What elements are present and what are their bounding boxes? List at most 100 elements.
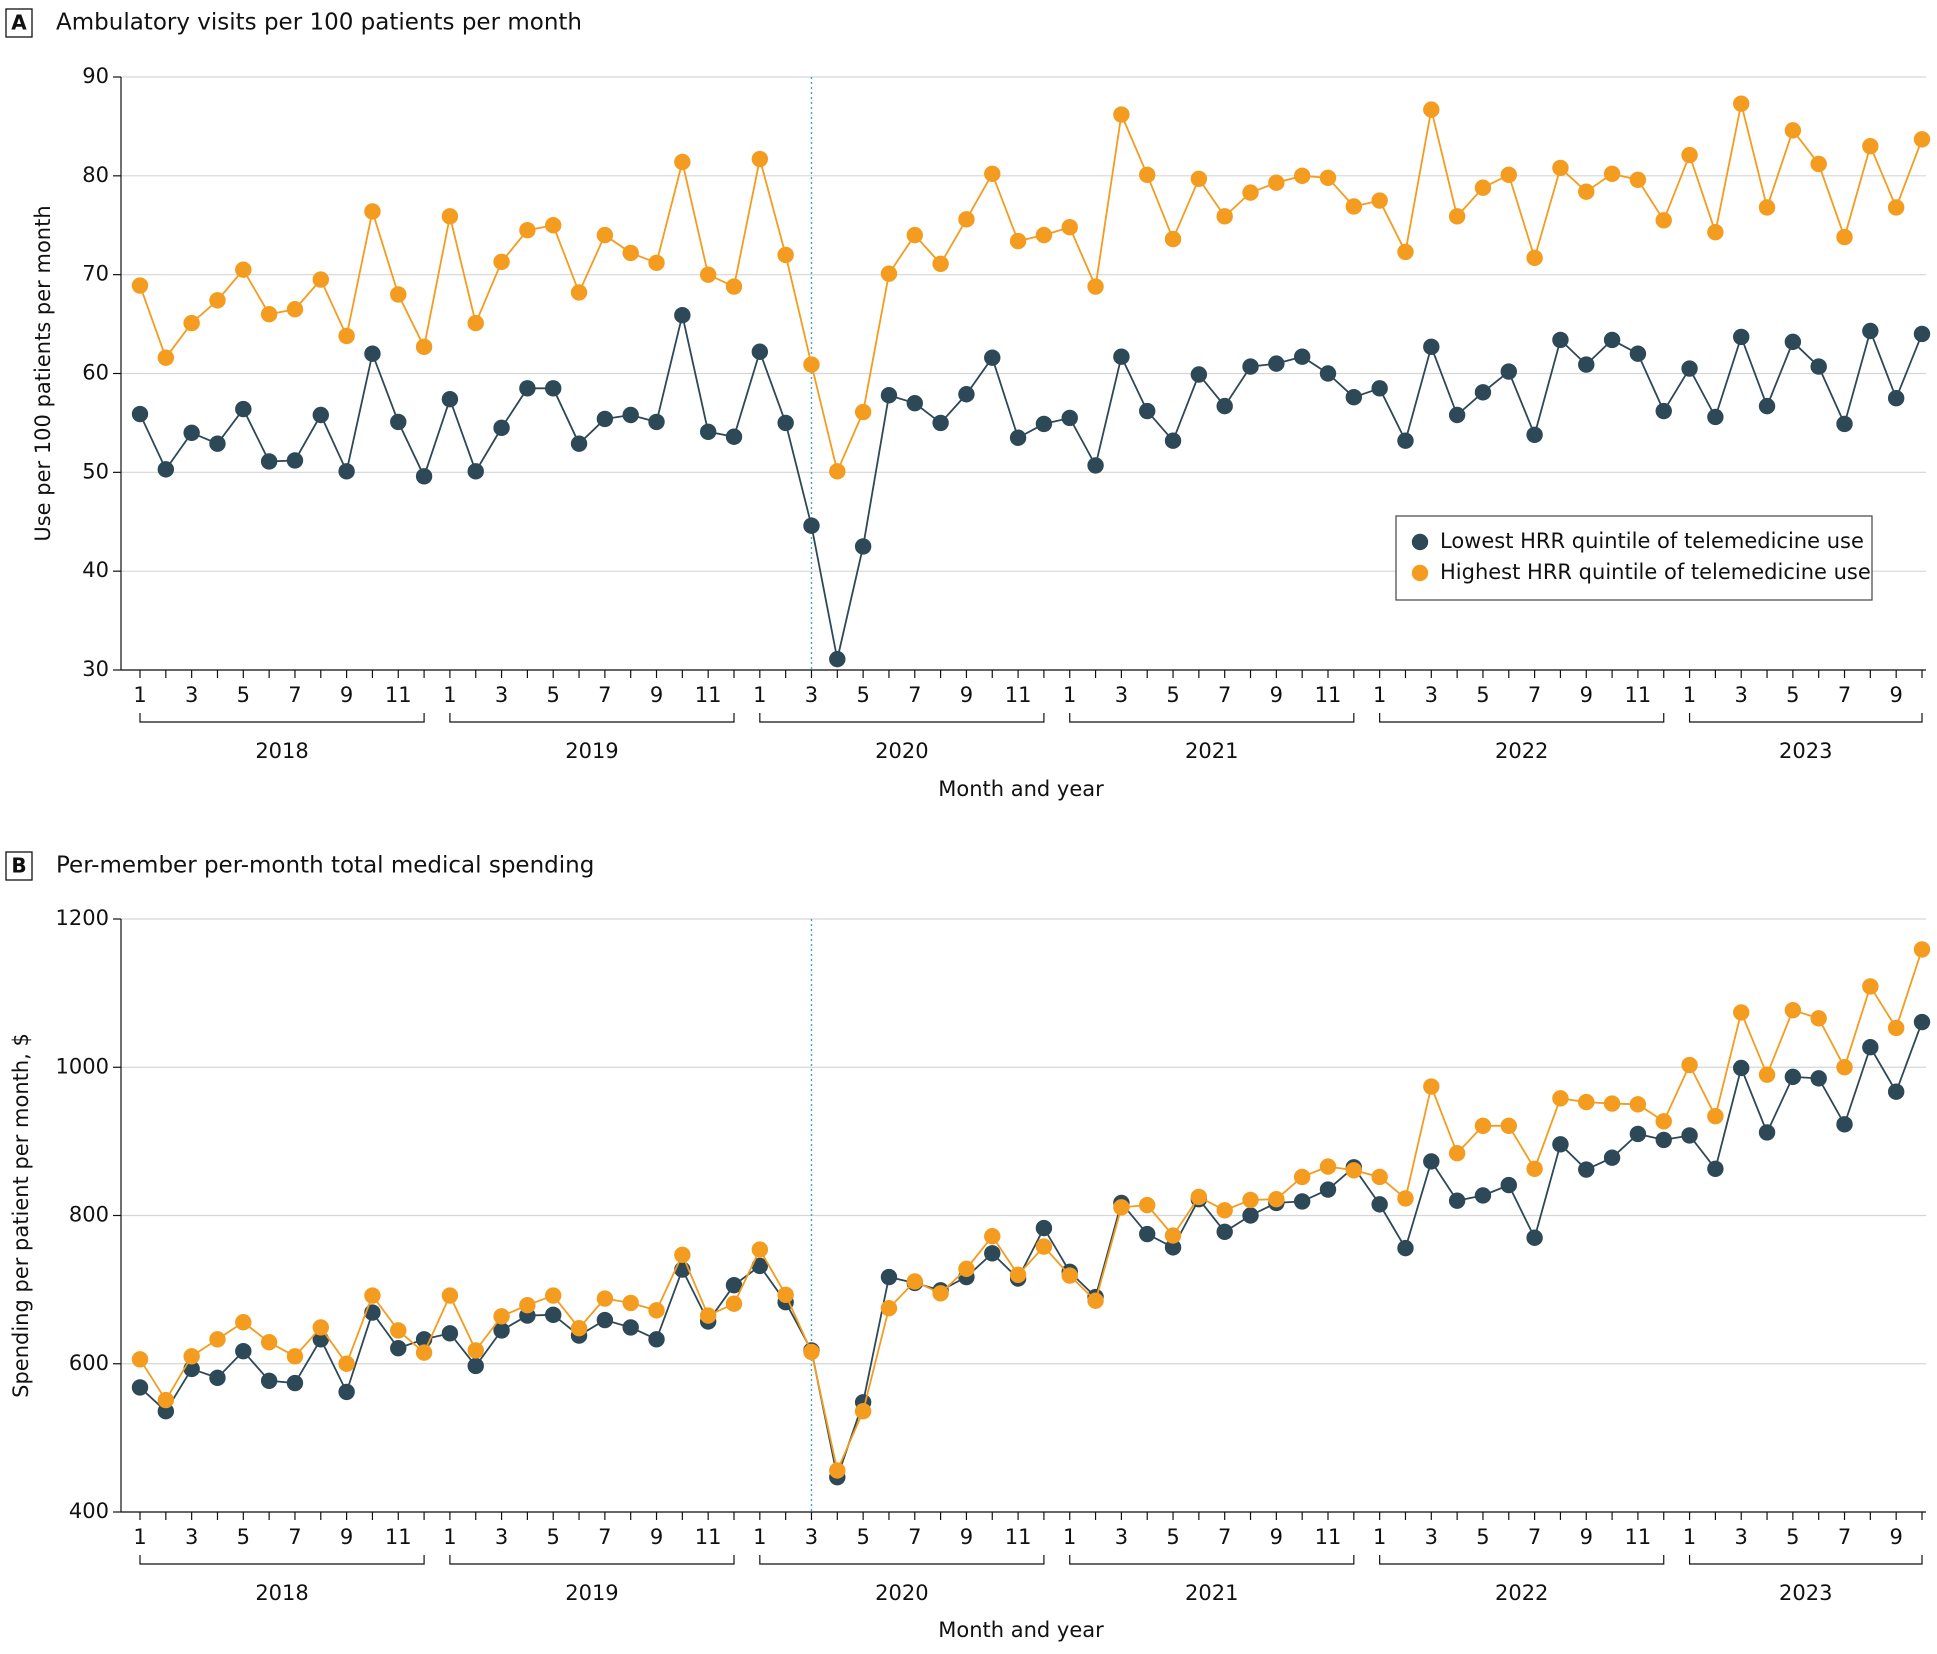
data-point xyxy=(1913,1013,1931,1031)
x-tick-label: 9 xyxy=(340,1525,353,1549)
data-point xyxy=(1319,365,1337,382)
data-point xyxy=(699,1307,717,1324)
data-point xyxy=(1836,1116,1853,1133)
data-point xyxy=(157,461,175,478)
data-point xyxy=(1035,1238,1053,1255)
data-point xyxy=(1887,1083,1905,1100)
data-point xyxy=(674,1246,691,1263)
data-point xyxy=(415,1344,433,1361)
x-tick-label: 5 xyxy=(547,1525,560,1549)
data-point xyxy=(1629,1125,1647,1143)
data-point xyxy=(441,390,459,408)
data-point xyxy=(415,338,433,356)
data-point xyxy=(131,1379,149,1396)
x-tick-label: 5 xyxy=(1166,1525,1179,1549)
data-point xyxy=(1397,1239,1414,1257)
data-point xyxy=(906,1273,923,1290)
group-label: 2022 xyxy=(1495,1581,1548,1605)
data-point xyxy=(183,1348,200,1365)
data-point xyxy=(1707,1160,1724,1178)
group-bracket xyxy=(449,713,735,723)
x-tick-label: 7 xyxy=(1218,1525,1231,1549)
x-tick-label: 1 xyxy=(753,1525,766,1549)
data-point xyxy=(1061,219,1078,236)
y-axis-label: Use per 100 patients per month xyxy=(31,205,55,541)
data-point xyxy=(364,1287,381,1304)
group-label: 2018 xyxy=(255,739,308,763)
data-point xyxy=(880,387,898,404)
panel-label: A xyxy=(11,11,27,35)
data-point xyxy=(958,1260,975,1278)
data-point xyxy=(596,410,614,428)
data-point xyxy=(390,1339,407,1357)
x-tick-label: 3 xyxy=(805,1525,818,1549)
data-point xyxy=(1397,243,1414,261)
x-tick-label: 3 xyxy=(1735,683,1748,707)
x-tick-label: 9 xyxy=(650,1525,663,1549)
x-tick-label: 1 xyxy=(1683,683,1696,707)
data-point xyxy=(1578,1093,1595,1111)
data-point xyxy=(932,255,949,272)
data-point xyxy=(1681,146,1698,164)
x-tick-label: 1 xyxy=(443,683,456,707)
data-point xyxy=(1862,137,1879,155)
data-point xyxy=(1190,170,1208,187)
data-point xyxy=(1733,95,1750,112)
data-point xyxy=(880,1268,898,1286)
data-point xyxy=(157,1391,175,1409)
x-tick-label: 1 xyxy=(1373,1525,1386,1549)
data-point xyxy=(1784,1001,1802,1019)
data-point xyxy=(1733,1059,1750,1077)
group-label: 2021 xyxy=(1185,739,1238,763)
data-point xyxy=(1681,1127,1698,1144)
data-point xyxy=(1707,408,1724,426)
series-line xyxy=(139,1021,1923,1481)
data-point xyxy=(699,423,717,441)
data-point xyxy=(1603,1149,1621,1166)
data-point xyxy=(1371,192,1388,209)
data-point xyxy=(725,1276,743,1294)
data-point xyxy=(209,1369,226,1387)
data-point xyxy=(1319,169,1337,187)
x-tick-label: 3 xyxy=(185,1525,198,1549)
data-point xyxy=(1655,402,1672,420)
data-point xyxy=(1164,432,1182,449)
data-point xyxy=(415,468,433,485)
data-point xyxy=(467,314,484,332)
data-point xyxy=(1319,1181,1337,1198)
data-point xyxy=(519,221,536,239)
data-point xyxy=(1293,1193,1311,1210)
x-tick-label: 3 xyxy=(1425,683,1438,707)
data-point xyxy=(1500,363,1517,380)
data-point xyxy=(1216,208,1233,225)
x-tick-label: 11 xyxy=(385,683,412,707)
x-tick-label: 9 xyxy=(960,1525,973,1549)
x-tick-label: 9 xyxy=(960,683,973,707)
group-bracket xyxy=(1069,713,1355,723)
x-axis-label: Month and year xyxy=(938,1618,1104,1642)
data-point xyxy=(183,424,200,441)
data-point xyxy=(312,1319,329,1336)
data-point xyxy=(777,414,794,432)
data-point xyxy=(1423,338,1440,356)
data-point xyxy=(467,1357,484,1375)
x-tick-label: 11 xyxy=(1315,683,1342,707)
x-tick-label: 1 xyxy=(443,1525,456,1549)
data-point xyxy=(777,1286,794,1304)
data-point xyxy=(1836,228,1853,246)
data-point xyxy=(751,150,769,168)
data-point xyxy=(854,403,872,421)
data-point xyxy=(1758,397,1776,415)
data-point xyxy=(1681,1056,1698,1074)
y-tick-label: 80 xyxy=(82,163,109,187)
x-tick-label: 5 xyxy=(547,683,560,707)
data-point xyxy=(725,1295,743,1312)
data-point xyxy=(286,1374,304,1392)
data-point xyxy=(1629,1096,1647,1113)
data-point xyxy=(390,413,407,431)
data-point xyxy=(1784,1068,1802,1086)
data-point xyxy=(932,414,949,432)
y-tick-label: 60 xyxy=(82,361,109,385)
x-tick-label: 9 xyxy=(340,683,353,707)
data-point xyxy=(622,244,639,262)
